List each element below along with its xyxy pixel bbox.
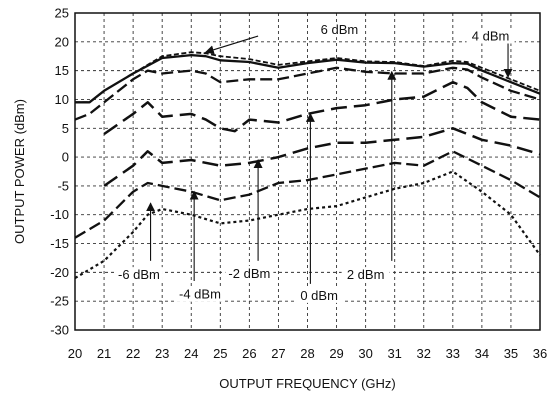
x-tick-label: 24 (184, 346, 198, 361)
annotations: 6 dBm 4 dBm 2 dBm 0 dBm -2 dBm -4 dBm -6 dBm (114, 22, 515, 303)
annotation-label: 0 dBm (300, 288, 338, 303)
y-tick-label: 15 (55, 63, 69, 78)
y-tick-label: 10 (55, 92, 69, 107)
y-tick-label: 0 (62, 150, 69, 165)
series-line (75, 53, 541, 104)
series-line (74, 150, 541, 239)
y-tick-label: 5 (62, 121, 69, 136)
x-tick-label: 34 (475, 346, 489, 361)
series-line (103, 80, 541, 136)
x-tick-label: 29 (329, 346, 343, 361)
annotation-label: 4 dBm (472, 29, 510, 44)
annotation-label-bg (225, 265, 274, 281)
annotation-label-bg (295, 287, 344, 303)
annotation-label-bg (341, 267, 390, 283)
annotation-label: -2 dBm (228, 266, 270, 281)
annotation-label: 6 dBm (321, 22, 359, 37)
annotation-arrow (204, 35, 259, 55)
annotation-label-bg (466, 28, 515, 44)
series-line (103, 127, 541, 187)
x-tick-label: 30 (358, 346, 372, 361)
x-tick-label: 23 (155, 346, 169, 361)
y-axis-title: OUTPUT POWER (dBm) (12, 99, 27, 244)
x-tick-label: 27 (271, 346, 285, 361)
series-line (75, 51, 541, 104)
annotation-label-bg (175, 286, 224, 302)
series-line (74, 66, 541, 121)
annotation-label-bg (114, 267, 163, 283)
plot-frame (74, 12, 541, 331)
x-tick-label: 31 (387, 346, 401, 361)
annotation-label: 2 dBm (347, 267, 385, 282)
x-tick-label: 28 (300, 346, 314, 361)
y-tick-label: 20 (55, 34, 69, 49)
x-tick-label: 32 (417, 346, 431, 361)
y-tick-label: -30 (50, 323, 69, 338)
annotation-label: -6 dBm (118, 267, 160, 282)
y-tick-label: -10 (50, 207, 69, 222)
annotation-label-bg (315, 22, 364, 38)
x-tick-label: 25 (213, 346, 227, 361)
series-line (74, 170, 541, 280)
x-tick-label: 21 (97, 346, 111, 361)
series-lines (74, 51, 541, 280)
x-tick-label: 20 (68, 346, 82, 361)
y-tick-label: -15 (50, 236, 69, 251)
y-tick-label: -5 (57, 178, 69, 193)
x-axis-title: OUTPUT FREQUENCY (GHz) (219, 376, 395, 391)
x-tick-label: 35 (504, 346, 518, 361)
y-tick-label: 25 (55, 6, 69, 21)
y-tick-label: -25 (50, 294, 69, 309)
x-tick-label: 22 (126, 346, 140, 361)
tick-labels: 20 21 22 23 24 25 26 27 28 29 30 31 32 33 34 35 36 25 20 15… (50, 6, 547, 362)
x-tick-label: 33 (446, 346, 460, 361)
x-tick-label: 36 (533, 346, 547, 361)
annotation-label: -4 dBm (179, 287, 221, 302)
y-tick-label: -20 (50, 265, 69, 280)
x-tick-label: 26 (242, 346, 256, 361)
